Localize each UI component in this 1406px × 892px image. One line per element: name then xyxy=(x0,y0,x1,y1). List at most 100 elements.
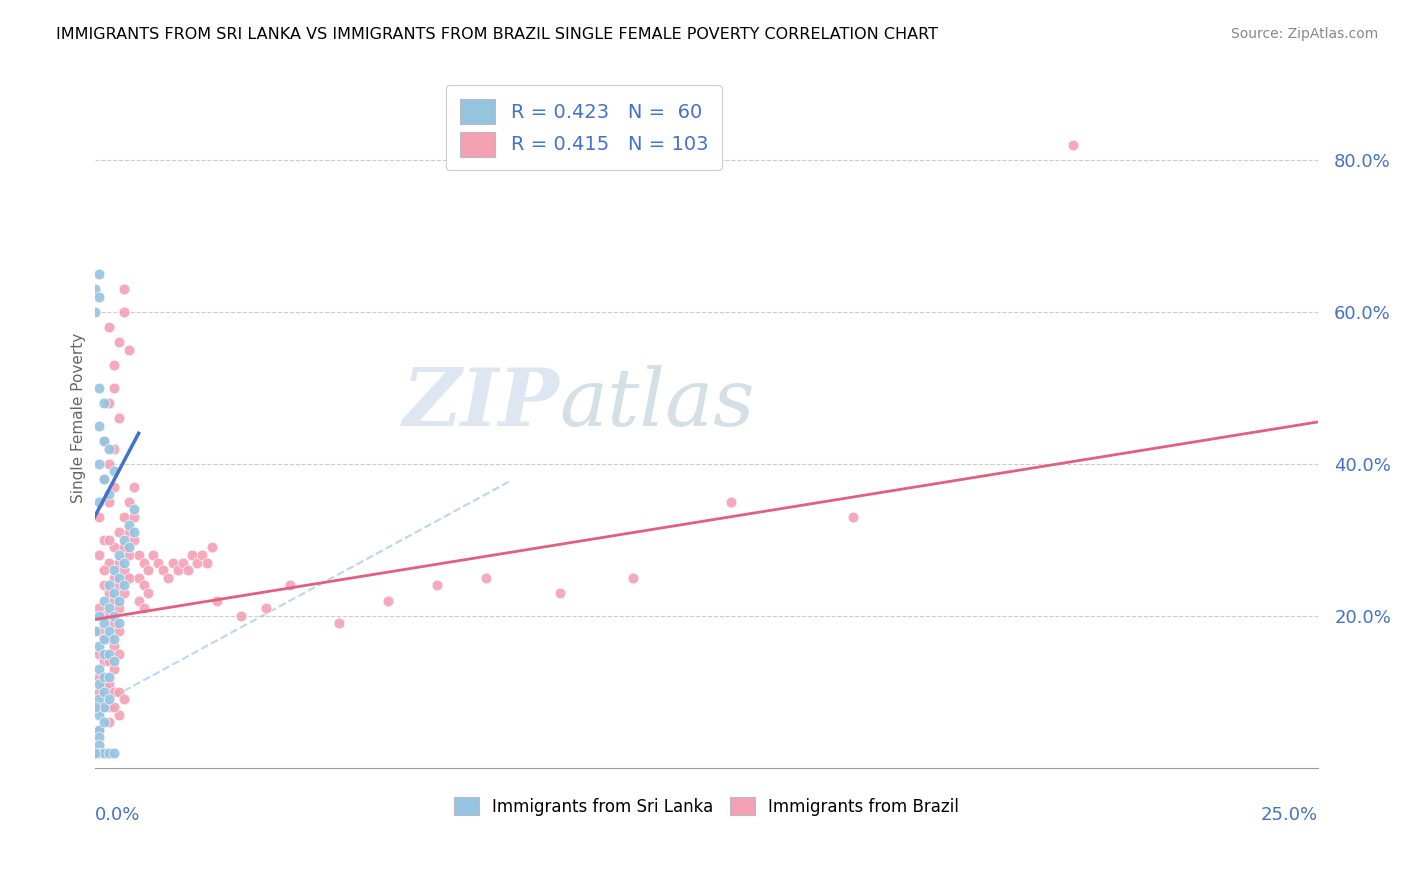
Point xyxy=(280,578,302,592)
Point xyxy=(328,616,350,631)
Point xyxy=(103,442,125,456)
Point xyxy=(103,571,125,585)
Point xyxy=(89,723,111,737)
Point xyxy=(720,494,742,508)
Point xyxy=(98,319,121,334)
Point xyxy=(118,571,141,585)
Point xyxy=(98,715,121,730)
Text: atlas: atlas xyxy=(560,366,755,443)
Point xyxy=(475,571,498,585)
Point xyxy=(103,746,125,760)
Point xyxy=(89,548,111,562)
Point xyxy=(89,731,111,745)
Point xyxy=(93,472,115,486)
Point xyxy=(98,669,121,683)
Point xyxy=(103,563,125,577)
Point xyxy=(89,723,111,737)
Point xyxy=(93,715,115,730)
Point xyxy=(93,434,115,448)
Point xyxy=(93,677,115,691)
Point xyxy=(89,746,111,760)
Point xyxy=(89,418,111,433)
Point xyxy=(254,601,277,615)
Point xyxy=(112,692,135,706)
Point xyxy=(108,684,131,698)
Point xyxy=(98,647,121,661)
Point xyxy=(103,639,125,653)
Point xyxy=(89,684,111,698)
Point xyxy=(108,411,131,425)
Point xyxy=(103,541,125,555)
Point xyxy=(93,746,115,760)
Point xyxy=(93,632,115,646)
Point xyxy=(112,509,135,524)
Point xyxy=(152,563,174,577)
Legend: Immigrants from Sri Lanka, Immigrants from Brazil: Immigrants from Sri Lanka, Immigrants fr… xyxy=(447,791,966,822)
Point xyxy=(89,267,111,281)
Point xyxy=(112,578,135,592)
Point xyxy=(108,578,131,592)
Point xyxy=(103,632,125,646)
Point xyxy=(89,509,111,524)
Point xyxy=(108,335,131,350)
Point xyxy=(98,457,121,471)
Text: Source: ZipAtlas.com: Source: ZipAtlas.com xyxy=(1230,27,1378,41)
Point xyxy=(98,556,121,570)
Point xyxy=(108,601,131,615)
Point xyxy=(118,541,141,555)
Point xyxy=(142,548,165,562)
Point xyxy=(181,548,204,562)
Text: IMMIGRANTS FROM SRI LANKA VS IMMIGRANTS FROM BRAZIL SINGLE FEMALE POVERTY CORREL: IMMIGRANTS FROM SRI LANKA VS IMMIGRANTS … xyxy=(56,27,938,42)
Point xyxy=(98,578,121,592)
Point xyxy=(195,556,218,570)
Point xyxy=(98,699,121,714)
Point xyxy=(98,624,121,638)
Point xyxy=(89,494,111,508)
Point xyxy=(89,662,111,676)
Point xyxy=(98,487,121,501)
Point xyxy=(112,282,135,296)
Point xyxy=(103,381,125,395)
Point xyxy=(103,654,125,668)
Point xyxy=(132,601,155,615)
Point xyxy=(128,571,150,585)
Point xyxy=(122,525,145,540)
Point xyxy=(89,738,111,752)
Point xyxy=(93,699,115,714)
Point xyxy=(128,593,150,607)
Point xyxy=(89,601,111,615)
Point xyxy=(93,563,115,577)
Point xyxy=(93,578,115,592)
Point xyxy=(93,472,115,486)
Point xyxy=(166,563,188,577)
Point xyxy=(108,624,131,638)
Point xyxy=(112,586,135,600)
Point xyxy=(98,632,121,646)
Point xyxy=(148,556,170,570)
Point xyxy=(112,556,135,570)
Point xyxy=(93,434,115,448)
Point xyxy=(93,632,115,646)
Point xyxy=(108,593,131,607)
Point xyxy=(621,571,644,585)
Point xyxy=(89,707,111,722)
Point xyxy=(89,457,111,471)
Point xyxy=(93,647,115,661)
Point xyxy=(122,509,145,524)
Point xyxy=(1062,137,1084,152)
Point xyxy=(138,563,160,577)
Point xyxy=(191,548,214,562)
Point xyxy=(98,608,121,623)
Y-axis label: Single Female Poverty: Single Female Poverty xyxy=(72,333,86,503)
Point xyxy=(162,556,184,570)
Point xyxy=(172,556,194,570)
Point xyxy=(89,289,111,303)
Point xyxy=(548,586,571,600)
Point xyxy=(231,608,253,623)
Point xyxy=(93,533,115,547)
Point xyxy=(842,509,865,524)
Point xyxy=(89,669,111,683)
Point xyxy=(186,556,208,570)
Point xyxy=(89,692,111,706)
Point xyxy=(108,571,131,585)
